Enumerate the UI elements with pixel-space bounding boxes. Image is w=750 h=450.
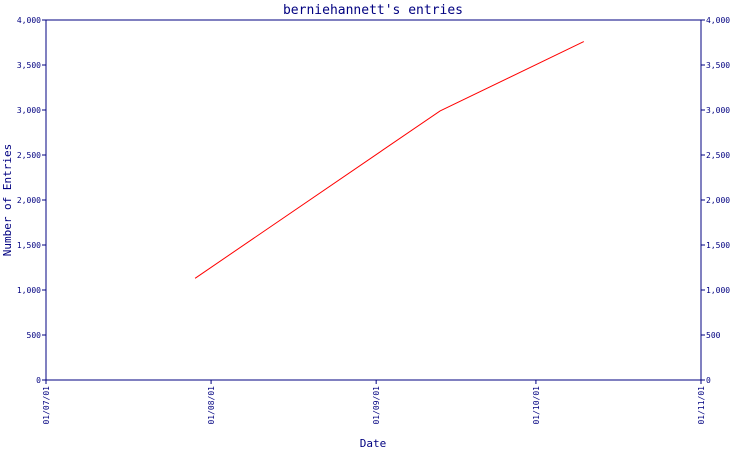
x-ticks: 01/07/01 01/08/01 01/09/01 01/10/01 01/11/01 bbox=[42, 380, 706, 425]
x-tick-label: 01/07/01 bbox=[42, 386, 51, 425]
y-tick-label-left: 4,000 bbox=[17, 16, 41, 25]
y-tick-label-left: 1,500 bbox=[17, 241, 41, 250]
y-axis-label: Number of Entries bbox=[1, 144, 14, 257]
plot-frame bbox=[45, 19, 702, 381]
y-tick-label-right: 3,500 bbox=[706, 61, 730, 70]
y-ticks-right: 0 500 1,000 1,500 2,000 2,500 3,000 3,500 4,000 bbox=[701, 16, 730, 385]
y-tick-label-right: 1,000 bbox=[706, 286, 730, 295]
y-tick-label-right: 0 bbox=[706, 376, 711, 385]
y-tick-label-left: 3,000 bbox=[17, 106, 41, 115]
y-tick-label-left: 2,000 bbox=[17, 196, 41, 205]
series-group bbox=[194, 41, 585, 279]
y-tick-label-left: 2,500 bbox=[17, 151, 41, 160]
x-tick-label: 01/08/01 bbox=[207, 386, 216, 425]
y-tick-label-right: 2,000 bbox=[706, 196, 730, 205]
y-tick-label-left: 1,000 bbox=[17, 286, 41, 295]
y-tick-label-right: 4,000 bbox=[706, 16, 730, 25]
x-tick-label: 01/11/01 bbox=[697, 386, 706, 425]
chart-title: berniehannett's entries bbox=[283, 3, 463, 18]
x-axis-label: Date bbox=[360, 437, 387, 450]
y-ticks-left: 0 500 1,000 1,500 2,000 2,500 3,000 3,500 4,000 bbox=[17, 16, 46, 385]
y-tick-label-right: 2,500 bbox=[706, 151, 730, 160]
y-tick-label-right: 500 bbox=[706, 331, 721, 340]
y-tick-label-right: 1,500 bbox=[706, 241, 730, 250]
y-tick-label-left: 3,500 bbox=[17, 61, 41, 70]
y-tick-label-right: 3,000 bbox=[706, 106, 730, 115]
y-tick-label-left: 500 bbox=[27, 331, 42, 340]
x-tick-label: 01/09/01 bbox=[372, 386, 381, 425]
y-tick-label-left: 0 bbox=[36, 376, 41, 385]
x-tick-label: 01/10/01 bbox=[532, 386, 541, 425]
series-line bbox=[194, 41, 585, 279]
